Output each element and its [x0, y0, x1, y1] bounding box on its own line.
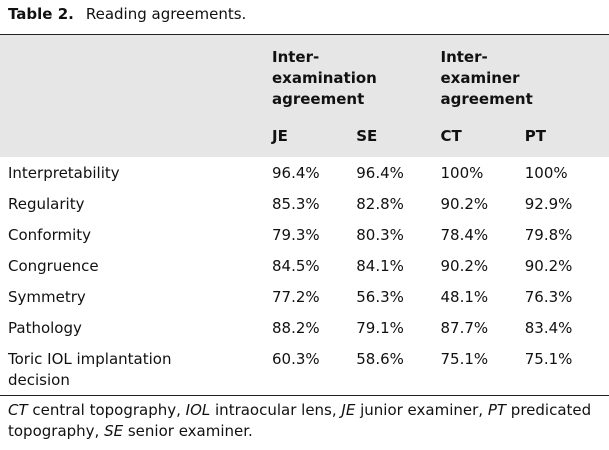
cell: 76.3%: [524, 288, 573, 306]
cell: 88.2%: [272, 319, 320, 337]
cell: 79.8%: [524, 226, 573, 244]
row-label: Interpretability: [0, 157, 272, 188]
row-label-text: Conformity: [8, 226, 92, 244]
table-row: Pathology 88.2% 79.1% 87.7% 83.4%: [0, 312, 609, 343]
cell: 79.3%: [272, 226, 320, 244]
row-label: Symmetry: [0, 281, 272, 312]
footnote-abbr: PT: [487, 401, 507, 419]
row-label-text: Pathology: [8, 319, 82, 337]
cell: 77.2%: [272, 288, 320, 306]
cell: 92.9%: [524, 195, 573, 213]
table-row: Toric IOL implantation decision 60.3% 58.6…: [0, 343, 609, 395]
table-row: Symmetry 77.2% 56.3% 48.1% 76.3%: [0, 281, 609, 312]
cell: 80.3%: [356, 226, 404, 244]
footnote-text: intraocular lens,: [210, 401, 342, 419]
cell: 96.4%: [356, 164, 404, 182]
footnote-abbr: IOL: [185, 401, 211, 419]
blank-header: [0, 113, 272, 157]
group-header-text: Inter-examination agreement: [272, 48, 377, 108]
cell: 78.4%: [440, 226, 489, 244]
footnote-text: predicated topography,: [8, 401, 592, 440]
cell: 60.3%: [272, 350, 320, 368]
caption-title: Reading agreements.: [85, 5, 247, 23]
row-label: Conformity: [0, 219, 272, 250]
table-row: Interpretability 96.4% 96.4% 100% 100%: [0, 157, 609, 188]
cell: 83.4%: [524, 319, 573, 337]
footnote-text: central topography,: [27, 401, 186, 419]
footnote-abbr: SE: [104, 422, 124, 440]
cell: 96.4%: [272, 164, 320, 182]
table-row: Congruence 84.5% 84.1% 90.2% 90.2%: [0, 250, 609, 281]
row-label: Pathology: [0, 312, 272, 343]
group-header: Inter-examiner agreement: [441, 35, 609, 114]
group-header: Inter-examination agreement: [272, 35, 441, 114]
cell: 100%: [524, 164, 568, 182]
footnote-abbr: JE: [341, 401, 356, 419]
caption-label: Table 2.: [8, 5, 74, 23]
column-header-row: JE SE CT PT: [0, 113, 609, 157]
cell: 82.8%: [356, 195, 404, 213]
row-label-text: Toric IOL implantation decision: [8, 350, 172, 389]
cell: 90.2%: [524, 257, 573, 275]
table-body: Interpretability 96.4% 96.4% 100% 100% Regula…: [0, 157, 609, 395]
cell: 87.7%: [440, 319, 489, 337]
row-label-text: Congruence: [8, 257, 99, 275]
cell: 90.2%: [440, 195, 489, 213]
footnote: CT central topography, IOL intraocular l…: [8, 400, 608, 442]
row-label-text: Regularity: [8, 195, 85, 213]
footnote-text: senior examiner.: [123, 422, 253, 440]
row-label-text: Symmetry: [8, 288, 86, 306]
column-header: JE: [272, 127, 288, 145]
table-row: Regularity 85.3% 82.8% 90.2% 92.9%: [0, 188, 609, 219]
cell: 75.1%: [440, 350, 489, 368]
cell: 84.5%: [272, 257, 320, 275]
column-header: CT: [440, 127, 462, 145]
row-label: Regularity: [0, 188, 272, 219]
cell: 84.1%: [356, 257, 404, 275]
footnote-text: junior examiner,: [355, 401, 488, 419]
table-header: Inter-examination agreement Inter-examine…: [0, 34, 609, 157]
caption: Table 2. Reading agreements.: [8, 5, 246, 23]
row-label-text: Interpretability: [8, 164, 120, 182]
table-row: Conformity 79.3% 80.3% 78.4% 79.8%: [0, 219, 609, 250]
column-header: SE: [356, 127, 378, 145]
cell: 48.1%: [440, 288, 489, 306]
column-header: PT: [524, 127, 546, 145]
cell: 75.1%: [524, 350, 573, 368]
cell: 58.6%: [356, 350, 404, 368]
cell: 90.2%: [440, 257, 489, 275]
cell: 85.3%: [272, 195, 320, 213]
row-label: Toric IOL implantation decision: [0, 343, 272, 395]
group-header-text: Inter-examiner agreement: [440, 48, 533, 108]
cell: 56.3%: [356, 288, 404, 306]
row-label: Congruence: [0, 250, 272, 281]
table: Inter-examination agreement Inter-examine…: [0, 34, 609, 396]
cell: 79.1%: [356, 319, 404, 337]
cell: 100%: [440, 164, 484, 182]
footnote-abbr: CT: [8, 401, 28, 419]
group-header-row: Inter-examination agreement Inter-examine…: [0, 35, 609, 114]
blank-header: [0, 35, 272, 114]
